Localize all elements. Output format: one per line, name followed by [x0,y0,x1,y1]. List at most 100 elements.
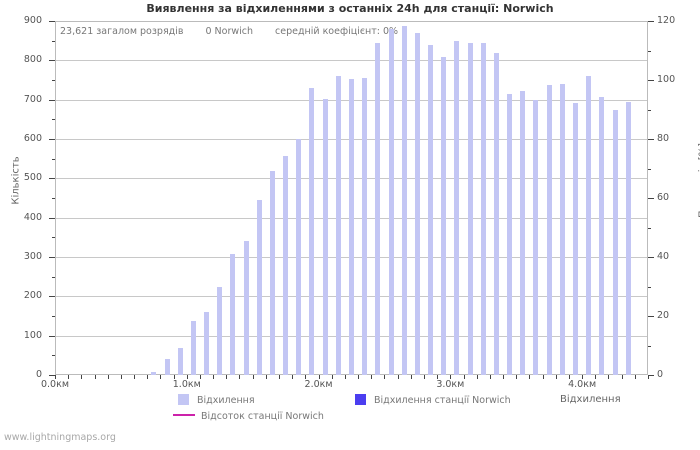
x-tick [437,375,439,379]
bar [493,53,499,375]
bar [401,25,407,375]
x-tick [226,375,228,379]
x-tick [292,375,294,379]
y-tick-left [52,80,55,81]
y-tick-label-right: 60 [657,192,670,203]
x-tick [173,375,175,379]
bar [296,139,302,375]
bar [428,45,434,375]
bar [507,93,513,375]
y-tick-left [52,158,55,160]
x-tick [120,375,122,379]
y-tick-left [49,335,55,337]
x-tick [397,375,399,379]
legend-swatch-icon [178,394,189,405]
x-tick [81,375,83,379]
y-tick-right [648,21,654,22]
y-tick-label-left: 600 [23,133,42,144]
bar [467,43,473,375]
x-tick [358,375,360,379]
y-tick-right [648,316,654,317]
y-tick-label-left: 100 [23,329,42,341]
bar [164,359,170,375]
x-tick-label: 1.0км [172,379,201,390]
bar [441,57,447,375]
y-tick-label-left: 700 [23,93,42,105]
y-tick-right [648,50,651,52]
y-tick-left [49,21,55,22]
y-tick-left [52,198,55,199]
y-tick-label-right: 100 [657,74,676,85]
x-tick [634,375,636,379]
x-tick [489,375,491,379]
bar [217,286,223,375]
x-tick [503,375,505,379]
x-axis-label: Відхилення [560,394,621,405]
x-tick [279,375,281,379]
y-tick-right [648,257,654,258]
y-tick-left [49,257,55,258]
x-tick [476,375,478,379]
y-tick-label-left: 400 [23,211,42,223]
legend-label: Відсоток станції Norwich [201,411,324,422]
y-tick-left [52,316,55,317]
y-tick-right [648,375,654,376]
x-tick [147,375,149,379]
x-tick-label: 3.0км [436,379,465,390]
x-tick [648,375,649,379]
bar [204,312,210,375]
footer-attribution: www.lightningmaps.org [4,432,116,443]
x-tick [423,375,425,379]
bar [559,83,565,375]
y-tick-right [648,286,651,288]
y-tick-label-left: 0 [35,369,42,380]
chart-legend: Відхилення Відхилення станції Norwich Відс… [0,394,700,430]
y-tick-right [648,80,654,81]
y-tick-label-right: 40 [657,251,670,262]
x-tick-label: 4.0км [568,379,597,390]
x-tick [252,375,254,379]
chart-annotation: 23,621 загалом розрядів 0 Norwich середній… [60,26,640,40]
x-tick [265,375,267,379]
x-tick [410,375,412,379]
bar [322,98,328,375]
x-tick [371,375,373,379]
annotation-ratio: середній коефіцієнт: 0% [275,26,399,37]
y-tick-right [648,345,651,347]
x-tick [542,375,544,379]
y-tick-left [49,99,55,101]
x-tick [186,375,188,379]
bar [599,96,605,375]
y-tick-left [49,375,55,376]
bar [230,253,236,375]
y-tick-label-left: 200 [23,290,42,302]
y-tick-left [49,178,55,180]
x-tick [331,375,333,379]
x-tick [94,375,96,379]
bar [586,76,592,375]
x-tick-label: 0.0км [40,379,69,390]
bar [414,32,420,375]
bar [243,241,249,375]
legend-item[interactable]: Відхилення [178,394,255,406]
legend-item[interactable]: Відсоток станції Norwich [173,411,324,422]
y-tick-label-left: 500 [23,172,42,184]
y-tick-left [52,276,55,278]
bar-series-layer [55,21,648,375]
y-tick-right [648,109,651,111]
x-tick [595,375,597,379]
bar [612,109,618,375]
x-tick-label: 2.0км [304,379,333,390]
y-axis-label-left: Кількість [10,156,22,205]
bar [283,156,289,375]
chart-title: Виявлення за відхиленнями з останніх 24h… [146,2,554,15]
y-tick-label-left: 800 [23,54,42,66]
y-tick-left [49,60,55,62]
bar [190,320,196,375]
x-tick [450,375,452,379]
y-tick-label-right: 20 [657,310,670,321]
x-tick [134,375,136,379]
legend-item[interactable]: Відхилення станції Norwich [355,394,511,406]
bar [256,199,262,375]
y-tick-left [49,296,55,298]
